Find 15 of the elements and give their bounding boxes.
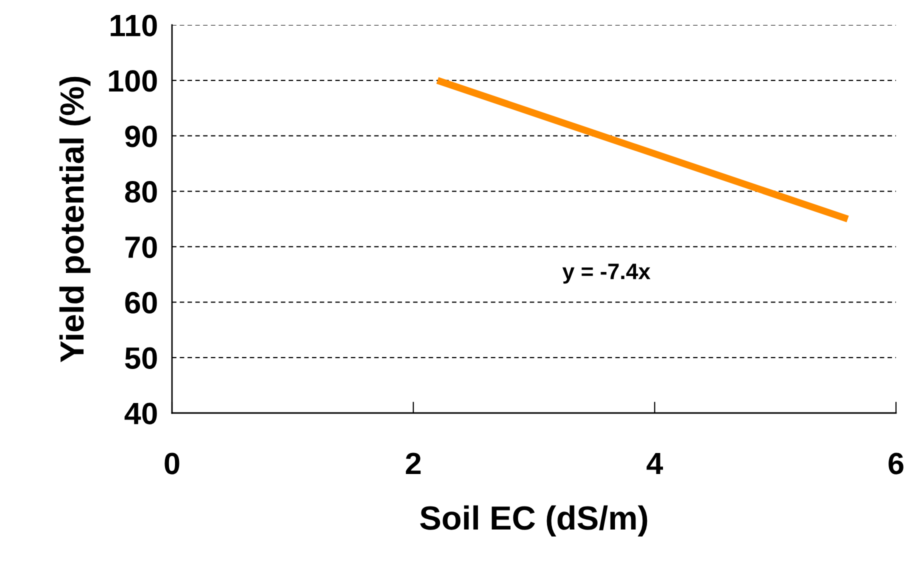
y-axis-title: Yield potential (%) (59, 76, 90, 362)
x-tick-label: 6 (888, 452, 904, 474)
y-tick-label: 100 (109, 70, 157, 92)
annotation: y = -7.4x (562, 264, 650, 284)
y-tick-label: 80 (125, 181, 157, 203)
y-tick-label: 50 (125, 347, 157, 369)
x-tick-label: 4 (646, 453, 663, 474)
y-tick-label: 90 (125, 126, 157, 148)
x-axis-title: Soil EC (dS/m) (420, 505, 648, 536)
y-tick-label: 60 (125, 292, 157, 314)
x-tick-label: 0 (164, 452, 180, 474)
x-tick-label: 2 (406, 452, 421, 474)
y-tick-label: 40 (124, 402, 157, 424)
y-tick-label: 70 (125, 236, 157, 258)
y-tick-label: 110 (110, 14, 157, 36)
